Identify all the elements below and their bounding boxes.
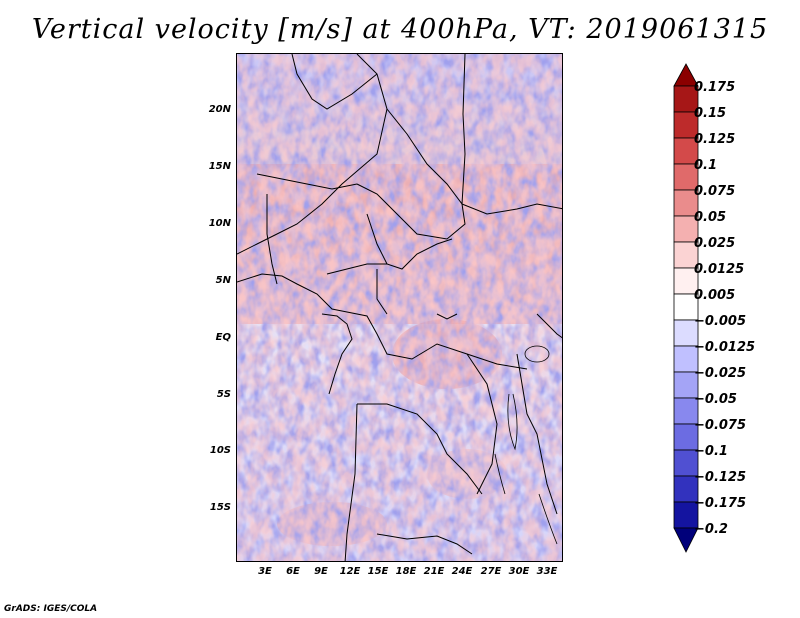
lon-label: 30E [508,566,530,577]
colorbar-label: 0.1 [694,158,718,173]
colorbar-swatch [673,501,699,529]
lat-label: 20N [208,104,231,115]
lat-label: 10N [208,218,231,229]
colorbar-label: 0.05 [694,210,727,225]
lon-label: 24E [451,566,473,577]
colorbar-swatch [673,241,699,269]
colorbar-label: −0.025 [694,366,747,381]
colorbar-swatch [673,397,699,425]
vertical-velocity-field [237,54,562,561]
lon-label: 3E [258,566,272,577]
colorbar-label: −0.175 [694,496,747,511]
lat-label: EQ [215,332,231,343]
colorbar-swatch [673,319,699,347]
lat-label: 15S [209,502,231,513]
lon-label: 6E [286,566,300,577]
lon-label: 33E [536,566,558,577]
colorbar-label: −0.075 [694,418,747,433]
colorbar-label: 0.125 [694,132,736,147]
colorbar-swatch [673,449,699,477]
colorbar [673,63,699,553]
colorbar-label: 0.0125 [694,262,745,277]
lon-label: 18E [395,566,417,577]
colorbar-label: −0.2 [694,522,728,537]
colorbar-label: −0.125 [694,470,747,485]
lon-label: 12E [339,566,361,577]
colorbar-swatch [673,163,699,191]
colorbar-swatch [673,267,699,295]
colorbar-label: −0.0125 [694,340,756,355]
lon-label: 21E [423,566,445,577]
lat-label: 10S [209,445,231,456]
map-panel [236,53,563,562]
colorbar-label: −0.05 [694,392,737,407]
colorbar-label: 0.025 [694,236,736,251]
map-title: Vertical velocity [m/s] at 400hPa, VT: 2… [31,14,769,45]
colorbar-label: 0.075 [694,184,736,199]
colorbar-label: 0.15 [694,106,727,121]
lat-label: 5N [215,275,231,286]
grads-credit: GrADS: IGES/COLA [4,604,98,614]
colorbar-swatch [673,423,699,451]
lon-label: 9E [314,566,328,577]
colorbar-label: 0.175 [694,80,736,95]
lon-label: 27E [480,566,502,577]
lat-label: 5S [216,389,231,400]
lon-label: 15E [367,566,389,577]
colorbar-label: 0.005 [694,288,736,303]
lat-label: 15N [208,161,231,172]
colorbar-arrow-bottom [673,527,699,553]
colorbar-swatch [673,371,699,399]
colorbar-swatch [673,475,699,503]
colorbar-label: −0.1 [694,444,728,459]
colorbar-label: −0.005 [694,314,747,329]
colorbar-swatch [673,111,699,139]
colorbar-swatch [673,215,699,243]
